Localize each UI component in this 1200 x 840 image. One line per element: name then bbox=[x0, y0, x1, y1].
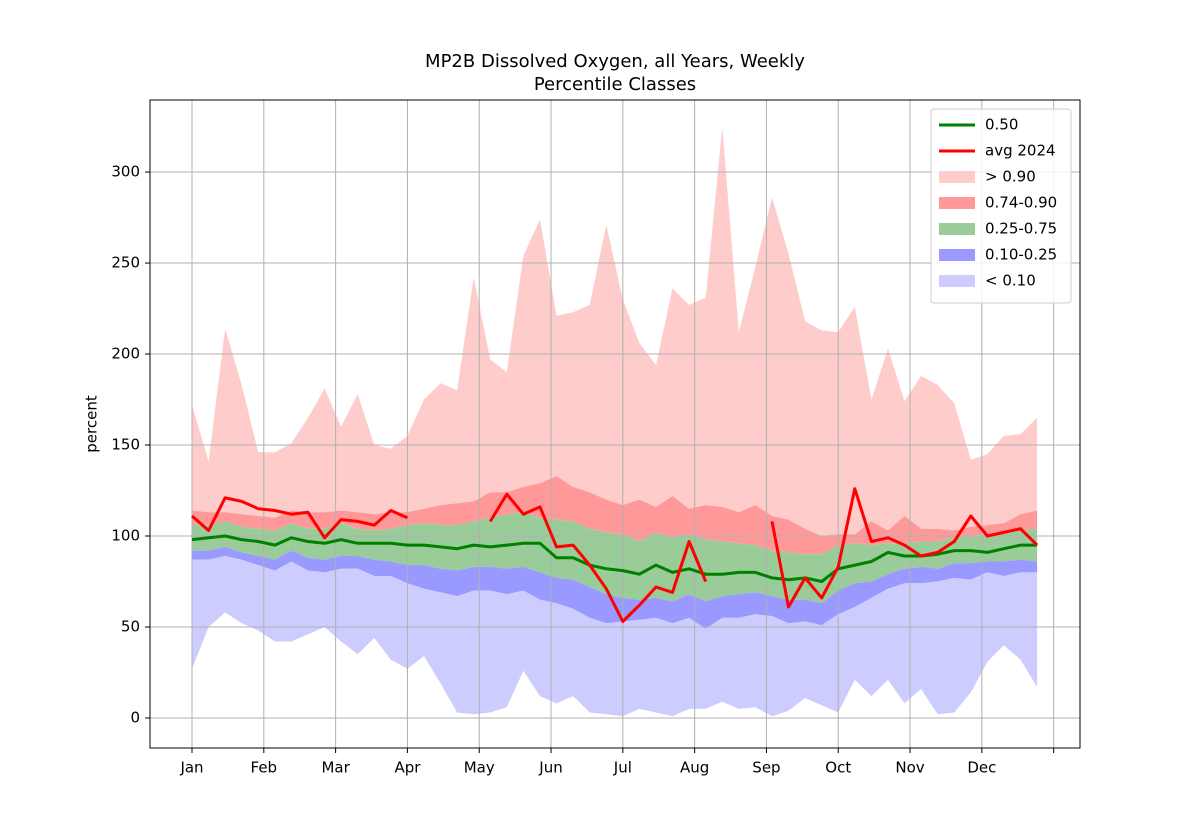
x-tick-label: Feb bbox=[251, 759, 278, 777]
legend-label: avg 2024 bbox=[985, 142, 1056, 160]
legend-label: 0.25-0.75 bbox=[985, 220, 1057, 238]
x-tick-label: Aug bbox=[680, 759, 709, 777]
legend-label: 0.10-0.25 bbox=[985, 246, 1057, 264]
legend-label: 0.50 bbox=[985, 116, 1018, 134]
x-tick-label: Sep bbox=[752, 759, 780, 777]
y-tick-label: 100 bbox=[111, 527, 140, 545]
y-tick-label: 300 bbox=[111, 163, 140, 181]
y-tick-label: 150 bbox=[111, 436, 140, 454]
legend-label: < 0.10 bbox=[985, 272, 1036, 290]
band-area bbox=[192, 512, 1038, 604]
legend-label: > 0.90 bbox=[985, 168, 1036, 186]
chart-title: MP2B Dissolved Oxygen, all Years, Weekly bbox=[425, 51, 805, 72]
x-tick-label: Oct bbox=[825, 759, 851, 777]
x-tick-label: Jun bbox=[538, 759, 562, 777]
y-axis-label: percent bbox=[83, 395, 101, 453]
x-tick-label: Apr bbox=[394, 759, 421, 777]
y-tick-label: 200 bbox=[111, 345, 140, 363]
x-tick-label: May bbox=[464, 759, 495, 777]
series-line bbox=[191, 496, 409, 540]
x-tick-label: Mar bbox=[321, 759, 350, 777]
y-tick-label: 50 bbox=[121, 617, 140, 635]
legend-patch bbox=[939, 223, 975, 235]
band-area bbox=[192, 126, 1038, 536]
chart-subtitle: Percentile Classes bbox=[534, 74, 696, 95]
series-line bbox=[770, 487, 1039, 609]
series-line bbox=[489, 492, 708, 623]
band-area bbox=[192, 476, 1038, 555]
legend-label: 0.74-0.90 bbox=[985, 194, 1057, 212]
y-tick-label: 0 bbox=[130, 708, 140, 726]
band-area bbox=[192, 556, 1038, 717]
x-tick-label: Jul bbox=[613, 759, 632, 777]
legend-patch bbox=[939, 171, 975, 183]
x-tick-label: Nov bbox=[895, 759, 924, 777]
band-area bbox=[192, 546, 1038, 629]
legend-patch bbox=[939, 249, 975, 261]
x-tick-label: Jan bbox=[179, 759, 203, 777]
legend-patch bbox=[939, 197, 975, 209]
series-line bbox=[191, 534, 1038, 583]
x-tick-label: Dec bbox=[967, 759, 996, 777]
plot-frame bbox=[149, 99, 1081, 749]
legend-patch bbox=[939, 275, 975, 287]
y-tick-label: 250 bbox=[111, 254, 140, 272]
